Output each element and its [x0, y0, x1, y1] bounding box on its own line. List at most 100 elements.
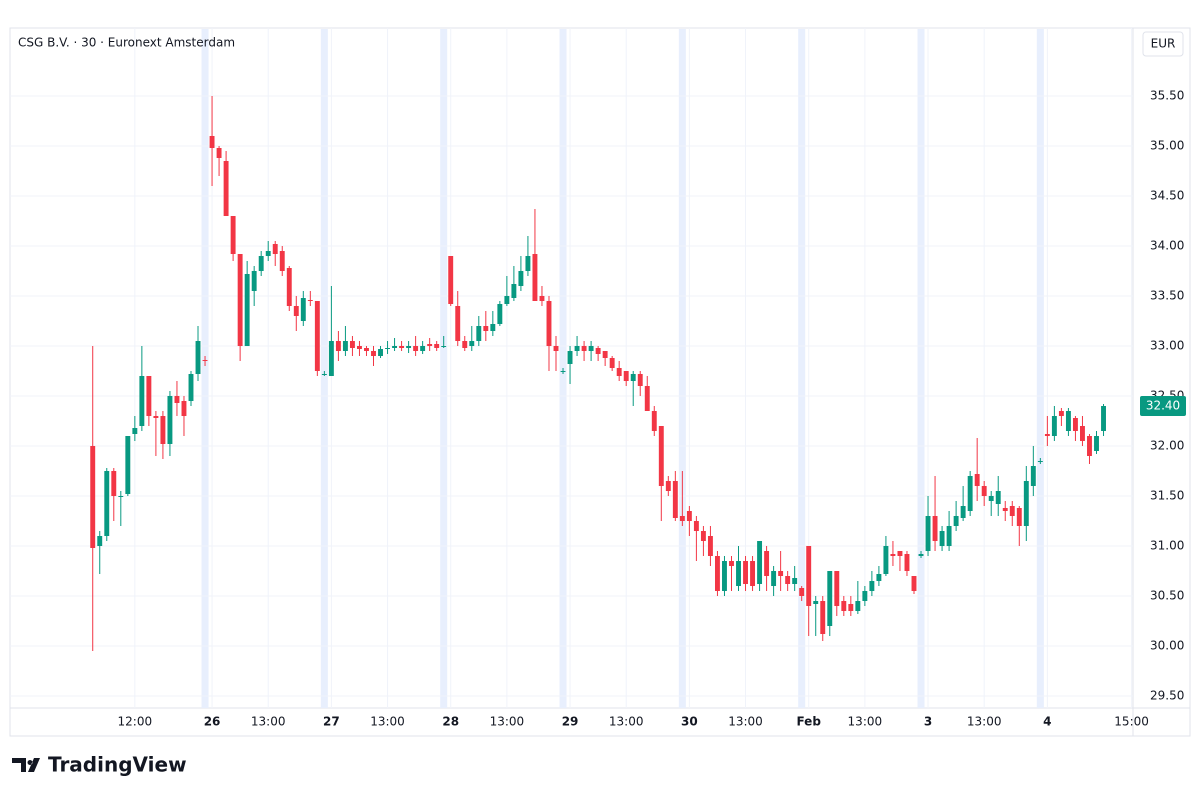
candle-body: [820, 601, 826, 634]
candle-body: [834, 571, 840, 606]
candle-body: [1051, 416, 1057, 436]
candle-body: [1094, 436, 1099, 451]
candle-body: [1065, 411, 1071, 431]
candle-body: [104, 471, 110, 536]
y-tick-label: 32.00: [1150, 439, 1184, 453]
candle-body: [883, 546, 889, 574]
chart-frame: [9, 27, 1191, 737]
candle-body: [995, 491, 1001, 504]
candle-body: [469, 341, 475, 346]
candle-body: [988, 496, 994, 501]
candle-body: [146, 376, 152, 416]
candle-body: [434, 344, 440, 348]
candle-body: [539, 296, 545, 301]
candle-body: [890, 554, 896, 556]
candle-body: [90, 446, 96, 548]
candle-body: [97, 536, 103, 546]
candle-body: [497, 304, 503, 324]
candle-body: [209, 136, 215, 148]
currency[interactable]: EUR: [1151, 37, 1176, 51]
candle-body: [813, 601, 819, 604]
candle-body: [567, 351, 573, 364]
candle-body: [1058, 411, 1064, 416]
candle-body: [279, 251, 285, 271]
candle-body: [335, 341, 341, 351]
candle-body: [574, 346, 580, 351]
candle-body: [736, 561, 741, 586]
candle-body: [321, 374, 327, 375]
candle-body: [1072, 418, 1078, 431]
candle-body: [167, 396, 173, 444]
x-tick-label: 13:00: [370, 715, 405, 729]
candle-body: [904, 554, 910, 571]
candle-body: [700, 531, 706, 541]
candle-body: [364, 348, 369, 351]
candle-body: [251, 271, 257, 291]
candle-body: [953, 516, 959, 526]
x-tick-label: 3: [924, 715, 932, 729]
candle-body: [1101, 406, 1106, 431]
y-tick-label: 29.50: [1150, 689, 1184, 703]
currency-box[interactable]: [1142, 31, 1184, 57]
candle-body: [623, 371, 629, 381]
candle-body: [785, 576, 791, 584]
session-break: [917, 29, 925, 708]
candle-body: [518, 271, 524, 286]
session-break: [320, 29, 328, 708]
candle-body: [160, 416, 166, 444]
y-tick-label: 33.00: [1150, 339, 1184, 353]
x-tick-label: 13:00: [490, 715, 525, 729]
candle-body: [1009, 506, 1015, 516]
candle-body: [349, 341, 355, 348]
candle-body: [778, 571, 784, 576]
candle-body: [188, 374, 194, 401]
x-tick-label: 13:00: [609, 715, 644, 729]
candle-body: [111, 471, 117, 496]
candle-body: [651, 411, 657, 431]
candle-body: [1037, 461, 1043, 462]
candle-body: [897, 551, 903, 556]
candle-body: [862, 591, 868, 601]
y-tick-label: 35.50: [1150, 89, 1184, 103]
candle-body: [1030, 466, 1036, 486]
candle-body: [511, 284, 517, 298]
y-tick-label: 31.00: [1150, 539, 1184, 553]
session-break: [678, 29, 686, 708]
candle-body: [841, 601, 847, 611]
x-tick-label: 13:00: [848, 715, 883, 729]
x-tick-label: 13:00: [967, 715, 1002, 729]
candle-body: [272, 244, 278, 254]
candle-body: [532, 254, 538, 301]
x-tick-label: 13:00: [251, 715, 286, 729]
candle-body: [553, 346, 559, 351]
candle-body: [293, 306, 299, 316]
candle-body: [392, 346, 398, 348]
y-tick-label: 35.00: [1150, 139, 1184, 153]
x-tick-label: 29: [562, 715, 579, 729]
candle-body: [420, 346, 426, 351]
logo: TradingView: [12, 753, 187, 777]
candle-body: [1080, 426, 1085, 441]
candle-body: [525, 256, 531, 271]
candle-body: [658, 426, 664, 486]
candle-body: [265, 251, 271, 256]
candle-body: [244, 274, 250, 346]
candle-body: [385, 348, 390, 349]
candle-body: [764, 551, 770, 576]
chart-title: CSG B.V. · 30 · Euronext Amsterdam: [18, 36, 235, 50]
x-tick-label: 30: [681, 715, 698, 729]
candle-body: [406, 346, 412, 348]
candle-body: [223, 161, 229, 216]
candle-body: [181, 401, 187, 416]
candle-body: [125, 436, 131, 494]
candle-body: [448, 256, 454, 304]
candle-body: [714, 556, 720, 591]
brand: TradingView: [48, 753, 187, 777]
candle-body: [644, 386, 650, 411]
candle-body: [118, 496, 124, 497]
candle-body: [939, 531, 945, 546]
candle-body: [546, 301, 552, 346]
candle-body: [743, 561, 748, 584]
candle-body: [195, 341, 201, 374]
